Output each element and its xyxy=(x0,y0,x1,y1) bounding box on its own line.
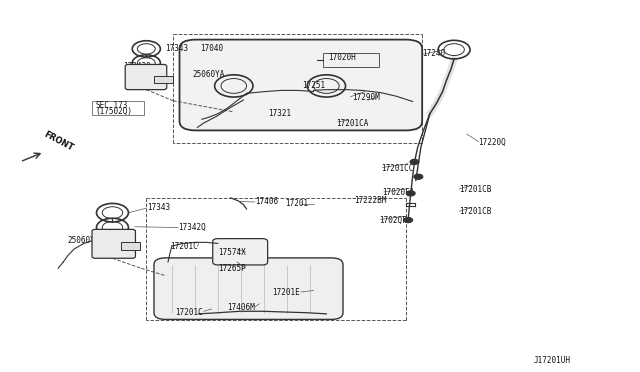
Text: 17240: 17240 xyxy=(422,49,445,58)
Text: 17321: 17321 xyxy=(268,109,291,118)
Bar xyxy=(121,242,140,250)
Text: 17020H: 17020H xyxy=(328,53,355,62)
Text: 17406: 17406 xyxy=(255,198,278,206)
Circle shape xyxy=(406,191,415,196)
Text: 17251: 17251 xyxy=(302,81,325,90)
Text: 17201CA: 17201CA xyxy=(337,119,369,128)
Text: 1702QF: 1702QF xyxy=(379,216,406,225)
Text: 17265P: 17265P xyxy=(218,264,246,273)
Text: 17406M: 17406M xyxy=(227,303,255,312)
Bar xyxy=(154,76,173,83)
FancyBboxPatch shape xyxy=(212,238,268,265)
Text: 17201CB: 17201CB xyxy=(460,185,492,194)
FancyBboxPatch shape xyxy=(92,230,136,258)
Text: 25060Y: 25060Y xyxy=(68,236,95,246)
Text: 17201CC: 17201CC xyxy=(381,164,413,173)
Circle shape xyxy=(414,174,423,179)
Text: SEC.173: SEC.173 xyxy=(95,101,127,110)
Text: 17220Q: 17220Q xyxy=(478,138,506,147)
Text: 17020FA: 17020FA xyxy=(382,188,414,197)
Circle shape xyxy=(404,218,413,223)
Text: 17201: 17201 xyxy=(285,199,308,208)
FancyBboxPatch shape xyxy=(179,39,422,131)
Text: 17201C: 17201C xyxy=(175,308,203,317)
Circle shape xyxy=(410,159,419,164)
Bar xyxy=(323,52,379,67)
Text: 17201E: 17201E xyxy=(272,288,300,297)
Text: 17574X: 17574X xyxy=(218,248,246,257)
Text: 17201C: 17201C xyxy=(170,242,198,251)
Text: FRONT: FRONT xyxy=(42,130,75,153)
Text: 17290M: 17290M xyxy=(352,93,380,102)
Text: 25060YA: 25060YA xyxy=(192,70,225,78)
Text: 17342Q: 17342Q xyxy=(124,62,151,71)
FancyBboxPatch shape xyxy=(154,258,343,320)
Text: 17222BM: 17222BM xyxy=(354,196,386,205)
Text: J17201UH: J17201UH xyxy=(534,356,571,365)
Text: 17040: 17040 xyxy=(200,44,223,52)
Text: (17502Q): (17502Q) xyxy=(95,108,132,116)
Bar xyxy=(92,101,145,115)
Text: 17201CB: 17201CB xyxy=(460,208,492,217)
Text: 17342Q: 17342Q xyxy=(178,223,206,232)
FancyBboxPatch shape xyxy=(125,64,167,90)
Text: 17343: 17343 xyxy=(166,44,189,52)
Text: 17343: 17343 xyxy=(148,203,171,212)
